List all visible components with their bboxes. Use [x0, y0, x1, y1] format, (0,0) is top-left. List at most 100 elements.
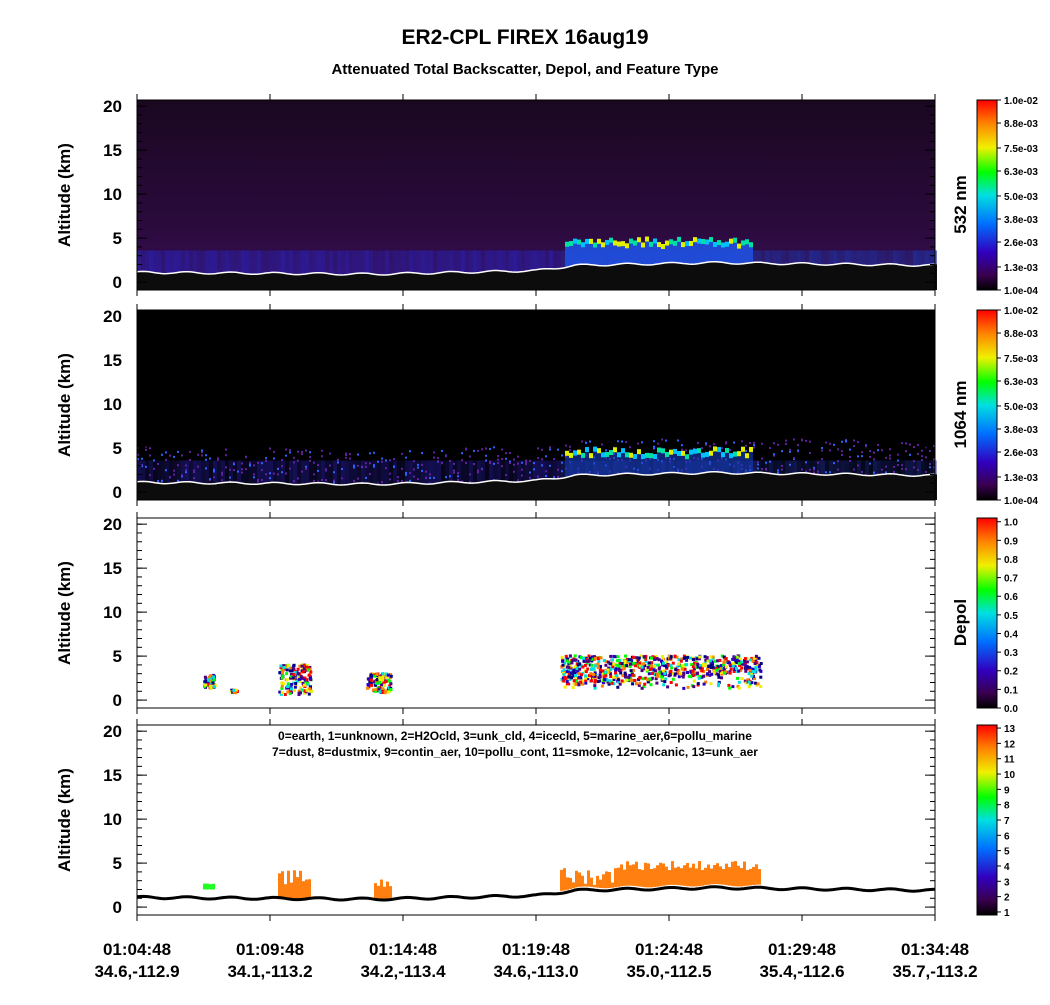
aerosol-layer: [169, 250, 173, 274]
colorbar-tick-label: 0.1: [1004, 685, 1018, 696]
depol-pixel: [679, 659, 683, 663]
depol-pixel: [637, 656, 641, 660]
depol-pixel: [718, 669, 722, 673]
ground: [505, 481, 509, 500]
noise: [453, 471, 455, 474]
ground: [249, 484, 253, 500]
smoke-top: [641, 454, 645, 460]
depol-pixel: [653, 664, 657, 668]
ground: [453, 481, 457, 500]
aerosol-layer: [257, 460, 261, 485]
aerosol-layer: [505, 250, 509, 272]
ground: [361, 483, 365, 500]
depol-pixel: [647, 664, 651, 668]
smoke-layer: [749, 242, 753, 263]
noise: [653, 447, 655, 450]
depol-pixel: [650, 656, 653, 660]
depol-pixel: [737, 660, 741, 663]
ground: [489, 270, 493, 290]
depol-pixel: [578, 675, 582, 679]
noise: [529, 476, 531, 479]
aerosol-layer: [501, 250, 505, 271]
colorbar-tick-label: 0.5: [1004, 611, 1018, 622]
ground: [309, 483, 313, 500]
feature-block: [617, 867, 620, 887]
feature-block: [602, 874, 605, 889]
noise: [301, 470, 303, 473]
depol-pixel: [685, 663, 689, 667]
aerosol-layer: [293, 460, 297, 485]
ground: [901, 474, 905, 500]
noise: [397, 479, 399, 482]
smoke-top: [625, 243, 629, 249]
feature-block: [575, 870, 578, 888]
depol-pixel: [367, 677, 371, 681]
aerosol-layer: [485, 460, 489, 482]
ground: [369, 273, 373, 290]
depol-pixel: [708, 659, 712, 663]
depol-pixel: [604, 663, 608, 667]
depol-pixel: [715, 668, 719, 672]
depol-pixel: [301, 681, 305, 685]
noise: [625, 441, 627, 444]
noise: [709, 445, 711, 448]
ground: [493, 480, 497, 500]
noise: [549, 448, 551, 451]
ground: [557, 478, 561, 500]
depol-pixel: [756, 682, 760, 686]
noise: [777, 443, 779, 446]
ground: [429, 484, 433, 500]
depol-pixel: [369, 674, 373, 678]
depol-pixel: [607, 682, 611, 686]
ground: [577, 264, 581, 290]
depol-pixel: [378, 678, 382, 681]
noise: [829, 471, 831, 474]
feature-block: [308, 879, 311, 900]
noise: [517, 479, 519, 482]
noise: [441, 462, 443, 465]
noise: [221, 471, 223, 474]
ground: [845, 473, 849, 500]
colorbar-tick-label: 12: [1004, 739, 1016, 750]
smoke-top: [709, 237, 713, 243]
smoke-layer: [597, 238, 601, 266]
feature-block: [758, 869, 761, 885]
smoke-top: [689, 240, 693, 246]
aerosol-layer: [197, 460, 201, 483]
ground: [729, 263, 733, 290]
noise: [153, 467, 155, 470]
noise: [409, 450, 411, 453]
depol-pixel: [681, 664, 685, 668]
depol-pixel: [585, 659, 589, 663]
ground: [433, 273, 437, 290]
depol-pixel: [629, 662, 632, 666]
ground: [457, 271, 461, 290]
noise: [793, 457, 795, 460]
noise: [537, 457, 539, 460]
feature-block: [623, 869, 626, 886]
noise: [293, 456, 295, 459]
ground: [321, 272, 325, 290]
colorbar-tick-label: 3: [1004, 877, 1010, 888]
smoke-layer: [745, 453, 749, 474]
depol-pixel: [692, 673, 696, 677]
depol-pixel: [644, 660, 648, 664]
depol-pixel: [646, 665, 650, 669]
ground: [317, 482, 321, 500]
smoke-layer: [677, 450, 681, 473]
ground: [837, 264, 841, 290]
aerosol-layer: [493, 460, 497, 481]
ground: [913, 476, 917, 500]
noise: [373, 465, 375, 468]
smoke-layer: [701, 238, 705, 264]
aerosol-layer: [409, 250, 413, 273]
ground: [653, 264, 657, 290]
aerosol-layer: [417, 250, 421, 274]
depol-pixel: [587, 658, 591, 662]
depol-pixel: [568, 654, 572, 658]
ground: [629, 263, 633, 290]
noise: [457, 472, 459, 475]
aerosol-layer: [361, 460, 365, 484]
depol-pixel: [210, 679, 214, 683]
noise: [249, 462, 251, 465]
